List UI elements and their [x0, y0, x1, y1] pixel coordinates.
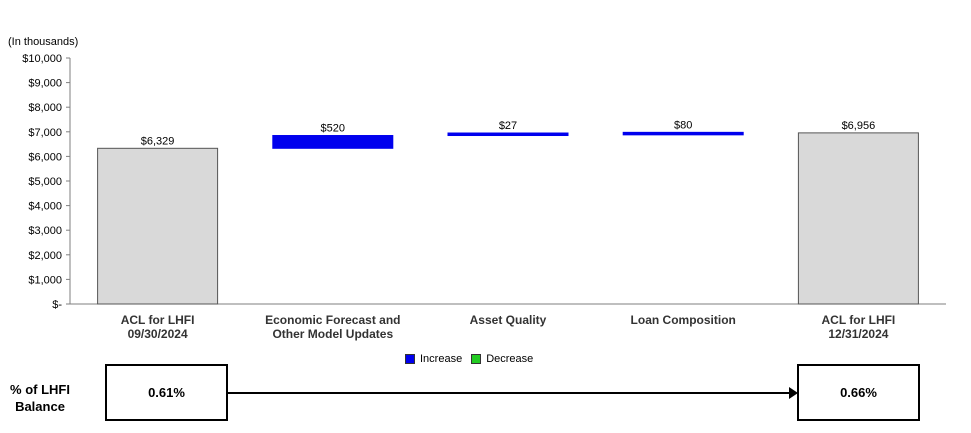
- increase-swatch: [405, 354, 415, 364]
- data-label: $6,956: [842, 120, 876, 132]
- balance-label-line2: Balance: [15, 399, 65, 414]
- y-tick-label: $4,000: [28, 201, 62, 213]
- data-label: $520: [321, 123, 345, 135]
- y-tick-label: $5,000: [28, 176, 62, 188]
- y-tick-label: $8,000: [28, 102, 62, 114]
- bar: [272, 135, 394, 149]
- category-label: Loan Composition: [631, 313, 736, 327]
- category-label: Economic Forecast and: [265, 313, 400, 327]
- balance-arrow-line: [228, 392, 790, 394]
- data-label: $27: [499, 120, 517, 132]
- y-tick-label: $9,000: [28, 78, 62, 90]
- category-label: Other Model Updates: [272, 327, 393, 341]
- category-label: ACL for LHFI: [822, 313, 896, 327]
- balance-end-value: 0.66%: [840, 385, 877, 400]
- y-tick-label: $-: [52, 299, 62, 311]
- chart-legend: Increase Decrease: [405, 353, 542, 365]
- legend-item-increase: Increase: [405, 353, 462, 365]
- bar: [447, 132, 569, 137]
- balance-start-box: 0.61%: [105, 364, 228, 421]
- category-label: 12/31/2024: [828, 327, 888, 341]
- data-label: $80: [674, 119, 692, 131]
- arrow-right-icon: [789, 387, 798, 399]
- legend-label-increase: Increase: [420, 353, 463, 365]
- y-tick-label: $10,000: [22, 53, 62, 65]
- category-label: Asset Quality: [470, 313, 547, 327]
- unit-label: (In thousands): [8, 36, 79, 48]
- balance-label-line1: % of LHFI: [10, 382, 70, 397]
- legend-item-decrease: Decrease: [471, 353, 533, 365]
- bar: [797, 132, 919, 305]
- y-tick-label: $3,000: [28, 225, 62, 237]
- legend-label-decrease: Decrease: [486, 353, 534, 365]
- category-label: ACL for LHFI: [121, 313, 195, 327]
- bar: [97, 147, 219, 305]
- waterfall-chart: $- $1,000 $2,000 $3,000 $4,000 $5,000 $6,000 $7…: [22, 53, 946, 341]
- balance-label: % of LHFI Balance: [8, 381, 72, 415]
- y-tick-label: $1,000: [28, 274, 62, 286]
- category-label: 09/30/2024: [128, 327, 188, 341]
- decrease-swatch: [471, 354, 482, 364]
- y-tick-label: $2,000: [28, 250, 62, 262]
- data-label: $6,329: [141, 135, 175, 147]
- y-tick-label: $7,000: [28, 127, 62, 139]
- balance-start-value: 0.61%: [148, 385, 185, 400]
- bar: [622, 131, 744, 136]
- balance-end-box: 0.66%: [797, 364, 920, 421]
- y-tick-label: $6,000: [28, 151, 62, 163]
